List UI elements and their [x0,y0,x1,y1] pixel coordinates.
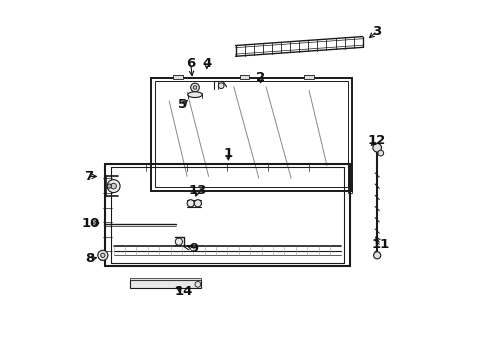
Text: 7: 7 [84,170,93,183]
Circle shape [190,83,199,92]
Text: 6: 6 [186,57,195,70]
Bar [129,278,201,280]
Circle shape [377,150,383,156]
Text: 8: 8 [85,252,94,265]
Text: 3: 3 [372,25,381,38]
Circle shape [187,200,194,207]
Circle shape [372,143,381,152]
Bar [304,75,313,78]
Text: 1: 1 [224,147,232,159]
Text: 14: 14 [174,285,192,298]
Bar [173,75,183,78]
Bar [129,280,201,288]
Bar [239,75,249,78]
Circle shape [218,83,224,89]
Circle shape [107,184,111,188]
Circle shape [110,183,116,189]
Circle shape [98,250,108,260]
Text: 12: 12 [367,134,386,147]
Text: 13: 13 [188,184,206,197]
Circle shape [195,282,201,287]
Text: 2: 2 [256,71,264,84]
Circle shape [193,86,196,89]
Text: 4: 4 [202,57,211,70]
Bar [155,81,348,187]
Circle shape [194,200,201,207]
Text: 10: 10 [81,216,99,230]
Text: 9: 9 [189,242,199,255]
Ellipse shape [187,92,202,98]
Circle shape [107,180,120,193]
Bar [348,184,351,193]
Text: 11: 11 [371,238,389,251]
Circle shape [101,253,105,257]
Text: 5: 5 [178,98,187,111]
Circle shape [373,252,380,259]
Bar [151,78,351,191]
Circle shape [175,238,182,245]
